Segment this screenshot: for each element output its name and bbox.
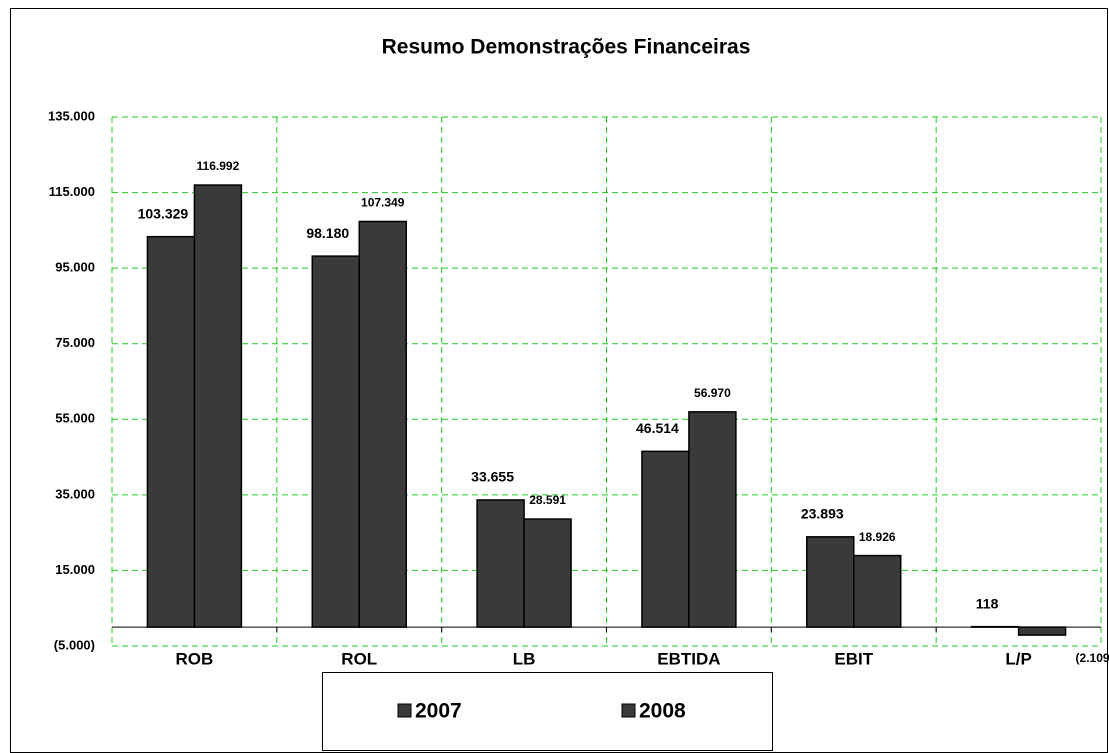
data-label: 33.655 (471, 469, 514, 485)
bar (146, 235, 196, 628)
legend-label: 2007 (415, 700, 462, 723)
x-tick-label: EBTIDA (657, 649, 720, 668)
data-label: 18.926 (859, 530, 896, 544)
data-label: 23.893 (801, 506, 844, 522)
bar (193, 184, 243, 628)
bar (641, 450, 690, 628)
data-label: 28.591 (529, 493, 566, 507)
y-tick-label: 115.000 (49, 184, 95, 199)
x-tick-label: LB (513, 649, 536, 668)
x-tick-label: ROB (176, 649, 214, 668)
y-tick-label: 135.000 (48, 108, 95, 123)
bar (853, 554, 902, 628)
x-tick-label: EBIT (834, 649, 873, 668)
x-tick-label: ROL (341, 649, 377, 668)
bar (311, 255, 360, 628)
bar (806, 536, 855, 628)
bar (1017, 626, 1067, 636)
legend-swatch (397, 703, 412, 718)
y-tick-label: 75.000 (55, 335, 95, 350)
data-label: (2.109) (1076, 651, 1109, 665)
data-label: 98.180 (306, 225, 349, 241)
data-label: 56.970 (694, 386, 731, 400)
data-label: 107.349 (361, 196, 405, 210)
bar (688, 411, 737, 628)
y-tick-label: (5.000) (54, 637, 95, 652)
bar (476, 499, 525, 628)
data-label: 116.992 (197, 159, 240, 173)
data-label: 46.514 (636, 420, 679, 436)
chart-title: Resumo Demonstrações Financeiras (382, 36, 751, 59)
y-tick-label: 55.000 (55, 411, 95, 426)
x-tick-label: L/P (1005, 649, 1031, 668)
y-tick-label: 15.000 (55, 562, 95, 577)
legend-swatch (621, 703, 636, 718)
data-label: 103.329 (138, 205, 189, 221)
legend-label: 2008 (639, 700, 686, 723)
data-label: 118 (976, 595, 999, 611)
bar (358, 220, 407, 628)
bar (523, 518, 572, 628)
legend (322, 672, 773, 751)
y-tick-label: 95.000 (55, 260, 95, 275)
y-tick-label: 35.000 (55, 486, 95, 501)
